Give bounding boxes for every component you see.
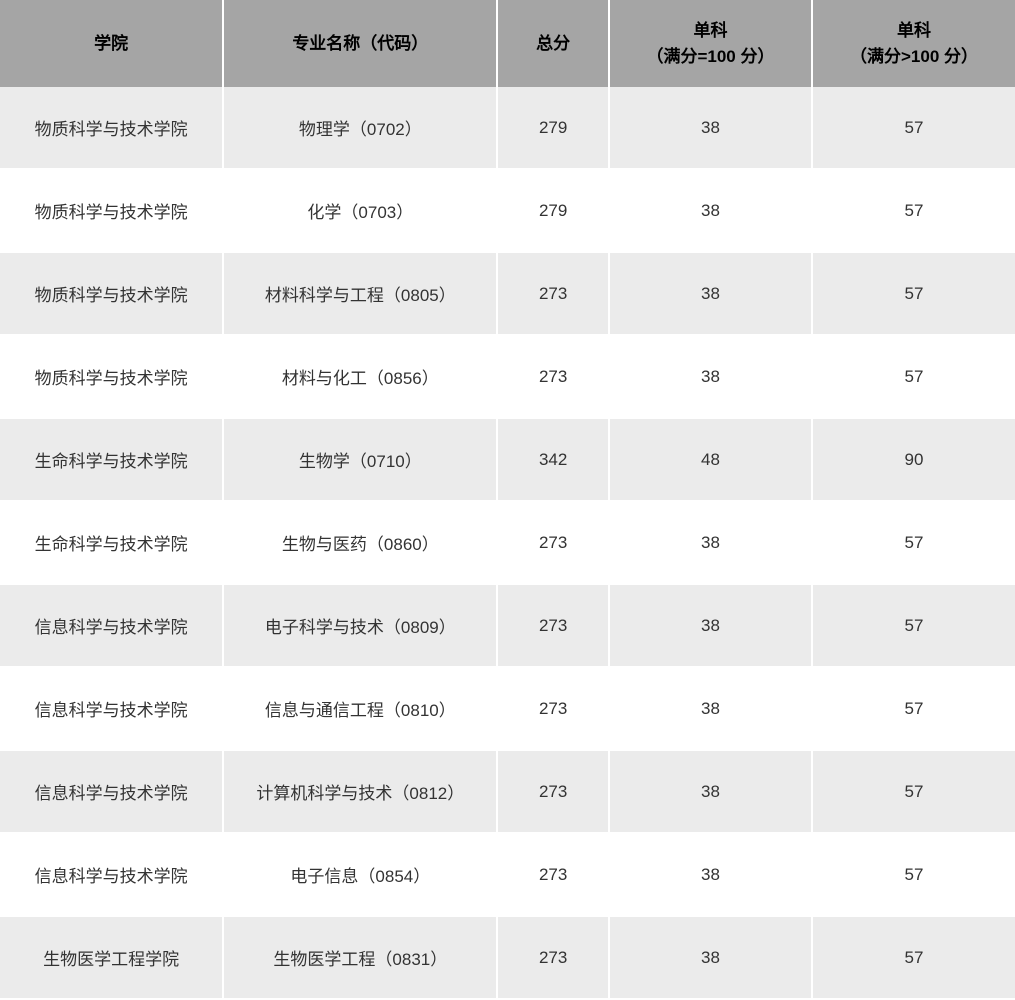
header-school: 学院 xyxy=(0,0,223,87)
cell-school: 物质科学与技术学院 xyxy=(0,335,223,418)
cell-sub2: 57 xyxy=(812,252,1015,335)
table-body: 物质科学与技术学院物理学（0702）2793857物质科学与技术学院化学（070… xyxy=(0,87,1015,999)
cell-sub1: 38 xyxy=(609,833,812,916)
header-sub1-line1: 单科 xyxy=(693,21,727,40)
cell-total: 279 xyxy=(497,169,609,252)
cell-major: 计算机科学与技术（0812） xyxy=(223,750,497,833)
table-row: 生物医学工程学院生物医学工程（0831）2733857 xyxy=(0,916,1015,999)
cell-total: 273 xyxy=(497,667,609,750)
cell-total: 342 xyxy=(497,418,609,501)
table-row: 物质科学与技术学院材料科学与工程（0805）2733857 xyxy=(0,252,1015,335)
cell-total: 273 xyxy=(497,833,609,916)
cell-major: 材料与化工（0856） xyxy=(223,335,497,418)
cell-sub2: 57 xyxy=(812,87,1015,169)
cell-school: 信息科学与技术学院 xyxy=(0,584,223,667)
cell-major: 生物学（0710） xyxy=(223,418,497,501)
cell-sub1: 38 xyxy=(609,335,812,418)
cell-school: 信息科学与技术学院 xyxy=(0,833,223,916)
table-row: 生命科学与技术学院生物与医药（0860）2733857 xyxy=(0,501,1015,584)
cell-sub1: 38 xyxy=(609,501,812,584)
cell-school: 物质科学与技术学院 xyxy=(0,87,223,169)
header-sub2-line1: 单科 xyxy=(897,21,931,40)
header-major: 专业名称（代码） xyxy=(223,0,497,87)
cell-major: 电子科学与技术（0809） xyxy=(223,584,497,667)
table-row: 物质科学与技术学院物理学（0702）2793857 xyxy=(0,87,1015,169)
cell-school: 生物医学工程学院 xyxy=(0,916,223,999)
header-total: 总分 xyxy=(497,0,609,87)
header-sub1: 单科 （满分=100 分） xyxy=(609,0,812,87)
cell-school: 信息科学与技术学院 xyxy=(0,750,223,833)
cell-sub2: 57 xyxy=(812,584,1015,667)
table-row: 物质科学与技术学院材料与化工（0856）2733857 xyxy=(0,335,1015,418)
cell-sub2: 90 xyxy=(812,418,1015,501)
score-table: 学院 专业名称（代码） 总分 单科 （满分=100 分） 单科 （满分>100 … xyxy=(0,0,1015,1000)
cell-sub2: 57 xyxy=(812,501,1015,584)
header-row: 学院 专业名称（代码） 总分 单科 （满分=100 分） 单科 （满分>100 … xyxy=(0,0,1015,87)
header-sub2-line2: （满分>100 分） xyxy=(850,47,978,66)
cell-sub2: 57 xyxy=(812,833,1015,916)
table-row: 信息科学与技术学院电子信息（0854）2733857 xyxy=(0,833,1015,916)
cell-sub1: 38 xyxy=(609,252,812,335)
cell-sub1: 38 xyxy=(609,584,812,667)
cell-major: 信息与通信工程（0810） xyxy=(223,667,497,750)
cell-major: 材料科学与工程（0805） xyxy=(223,252,497,335)
table-row: 信息科学与技术学院信息与通信工程（0810）2733857 xyxy=(0,667,1015,750)
cell-sub1: 38 xyxy=(609,169,812,252)
cell-sub1: 38 xyxy=(609,916,812,999)
table-row: 信息科学与技术学院计算机科学与技术（0812）2733857 xyxy=(0,750,1015,833)
table-header: 学院 专业名称（代码） 总分 单科 （满分=100 分） 单科 （满分>100 … xyxy=(0,0,1015,87)
cell-total: 273 xyxy=(497,584,609,667)
cell-school: 生命科学与技术学院 xyxy=(0,501,223,584)
cell-sub1: 38 xyxy=(609,750,812,833)
header-sub2: 单科 （满分>100 分） xyxy=(812,0,1015,87)
cell-total: 273 xyxy=(497,252,609,335)
cell-sub2: 57 xyxy=(812,750,1015,833)
header-sub1-line2: （满分=100 分） xyxy=(646,47,774,66)
cell-major: 物理学（0702） xyxy=(223,87,497,169)
cell-major: 化学（0703） xyxy=(223,169,497,252)
cell-sub1: 38 xyxy=(609,667,812,750)
cell-total: 279 xyxy=(497,87,609,169)
cell-total: 273 xyxy=(497,501,609,584)
cell-sub2: 57 xyxy=(812,667,1015,750)
cell-sub2: 57 xyxy=(812,916,1015,999)
cell-school: 物质科学与技术学院 xyxy=(0,169,223,252)
table-row: 生命科学与技术学院生物学（0710）3424890 xyxy=(0,418,1015,501)
cell-school: 信息科学与技术学院 xyxy=(0,667,223,750)
score-table-container: 学院 专业名称（代码） 总分 单科 （满分=100 分） 单科 （满分>100 … xyxy=(0,0,1015,1000)
cell-sub1: 48 xyxy=(609,418,812,501)
cell-major: 生物医学工程（0831） xyxy=(223,916,497,999)
cell-school: 物质科学与技术学院 xyxy=(0,252,223,335)
cell-major: 电子信息（0854） xyxy=(223,833,497,916)
cell-total: 273 xyxy=(497,750,609,833)
cell-school: 生命科学与技术学院 xyxy=(0,418,223,501)
cell-major: 生物与医药（0860） xyxy=(223,501,497,584)
cell-total: 273 xyxy=(497,916,609,999)
cell-sub2: 57 xyxy=(812,335,1015,418)
cell-total: 273 xyxy=(497,335,609,418)
table-row: 信息科学与技术学院电子科学与技术（0809）2733857 xyxy=(0,584,1015,667)
cell-sub2: 57 xyxy=(812,169,1015,252)
table-row: 物质科学与技术学院化学（0703）2793857 xyxy=(0,169,1015,252)
cell-sub1: 38 xyxy=(609,87,812,169)
